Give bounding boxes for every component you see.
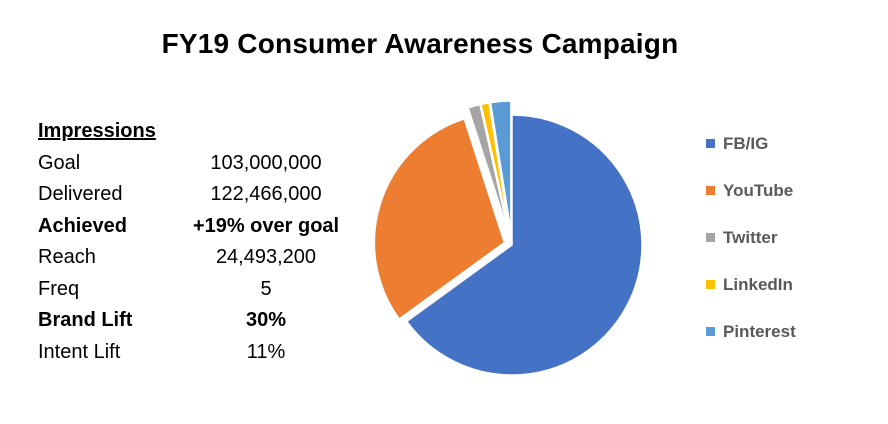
legend-label: Pinterest <box>723 321 796 341</box>
stat-label: Achieved <box>38 214 127 237</box>
pie-slice-pinterest <box>489 100 512 232</box>
legend-swatch <box>706 233 715 242</box>
stat-row-brand-lift: Brand Lift 30% <box>38 305 368 337</box>
pie-slice-youtube <box>373 117 506 320</box>
stat-row-achieved: Achieved +19% over goal <box>38 211 368 243</box>
legend-item-fb-ig: FB/IG <box>706 120 796 167</box>
stat-label: Intent Lift <box>38 340 121 363</box>
legend-item-pinterest: Pinterest <box>706 308 796 355</box>
legend-item-linkedin: LinkedIn <box>706 261 796 308</box>
stat-row-reach: Reach 24,493,200 <box>38 242 368 274</box>
stat-value: 24,493,200 <box>215 246 317 268</box>
legend-swatch <box>706 139 715 148</box>
pie-slice-twitter <box>467 103 510 232</box>
legend: FB/IG YouTube Twitter LinkedIn Pinterest <box>706 120 796 355</box>
stat-label: Freq <box>38 277 80 300</box>
legend-swatch <box>706 280 715 289</box>
stat-value: 103,000,000 <box>210 151 322 174</box>
pie-slice-fb-ig <box>405 114 643 376</box>
legend-item-twitter: Twitter <box>706 214 796 261</box>
stat-value: +19% over goal <box>192 214 340 237</box>
legend-swatch <box>706 327 715 336</box>
legend-label: Twitter <box>723 227 778 247</box>
legend-label: YouTube <box>723 180 794 200</box>
legend-label: FB/IG <box>723 133 769 153</box>
impressions-heading: Impressions <box>38 120 156 142</box>
stat-row-delivered: Delivered 122,466,000 <box>38 179 368 211</box>
legend-swatch <box>706 186 715 195</box>
stat-label: Delivered <box>38 183 123 205</box>
stat-value: 30% <box>245 309 287 331</box>
stat-value: 122,466,000 <box>210 183 322 205</box>
legend-label: LinkedIn <box>723 274 793 294</box>
legend-item-youtube: YouTube <box>706 167 796 214</box>
stat-label: Reach <box>38 246 96 268</box>
stat-value: 11% <box>246 340 286 363</box>
pie-slice-linkedin <box>480 101 511 232</box>
stat-row-goal: Goal 103,000,000 <box>38 148 368 180</box>
stat-value: 5 <box>260 277 272 300</box>
stat-row-intent-lift: Intent Lift 11% <box>38 337 368 369</box>
impressions-stats: Impressions Goal 103,000,000 Delivered 1… <box>38 116 368 368</box>
stat-row-freq: Freq 5 <box>38 274 368 306</box>
stat-label: Goal <box>38 151 81 174</box>
chart-title: FY19 Consumer Awareness Campaign <box>161 28 679 59</box>
stat-label: Brand Lift <box>38 309 133 331</box>
